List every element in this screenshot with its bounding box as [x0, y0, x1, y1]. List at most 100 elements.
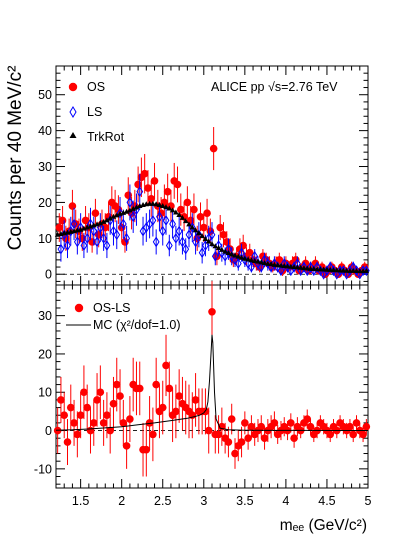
data-point — [248, 261, 255, 273]
data-point — [116, 392, 124, 400]
data-point — [307, 261, 314, 273]
data-point — [83, 403, 91, 412]
data-point — [182, 218, 189, 224]
data-point — [163, 187, 172, 196]
data-point — [58, 216, 67, 225]
data-point — [182, 243, 190, 255]
data-point — [198, 247, 206, 259]
x-tick-label: 2 — [118, 494, 125, 508]
series-os-ls — [53, 281, 371, 477]
data-point — [241, 419, 249, 427]
data-point — [172, 407, 180, 416]
data-point — [113, 212, 120, 218]
data-point — [219, 246, 225, 252]
data-point — [153, 201, 159, 207]
data-point — [248, 257, 255, 263]
data-point — [93, 236, 101, 248]
data-point — [242, 255, 248, 261]
data-point — [172, 232, 180, 244]
x-tick-label: 3.5 — [236, 494, 253, 508]
legend-ls-marker — [69, 106, 77, 118]
legend-osls-label: OS-LS — [93, 301, 131, 315]
data-point — [363, 268, 370, 274]
data-point — [145, 419, 154, 427]
data-point — [196, 212, 205, 221]
data-point — [237, 438, 246, 446]
data-point — [255, 258, 261, 264]
data-point — [191, 396, 200, 404]
data-point — [81, 216, 90, 225]
data-point — [103, 240, 111, 251]
x-tick-label: 5 — [365, 494, 372, 508]
data-point — [83, 232, 91, 244]
data-point — [103, 411, 111, 420]
legend-trkrot-marker — [69, 132, 77, 138]
data-point — [106, 214, 114, 226]
mc-curve — [55, 334, 368, 431]
data-point — [208, 308, 216, 316]
legend-os-marker — [68, 82, 78, 92]
data-point — [234, 258, 242, 269]
data-point — [258, 259, 265, 265]
data-point — [142, 445, 151, 454]
data-point — [165, 240, 173, 251]
data-point — [60, 411, 69, 420]
data-point — [214, 430, 223, 439]
data-point — [67, 225, 75, 237]
data-point — [76, 411, 85, 420]
data-point — [55, 223, 64, 232]
data-point — [225, 250, 232, 256]
data-point — [165, 384, 174, 393]
y-tick-label: 10 — [38, 386, 52, 400]
y-tick-label: 20 — [38, 347, 52, 361]
x-tick-label: 1.5 — [72, 494, 89, 508]
data-point — [224, 438, 233, 446]
data-point — [202, 236, 209, 242]
data-point — [228, 251, 235, 257]
data-point — [183, 198, 192, 207]
data-point — [192, 236, 199, 248]
data-point — [175, 225, 183, 237]
data-point — [179, 214, 186, 220]
data-point — [202, 240, 209, 251]
data-point — [127, 207, 133, 213]
data-point — [219, 230, 228, 239]
data-point — [134, 180, 142, 189]
data-point — [257, 422, 266, 431]
y-tick-label: -10 — [34, 462, 52, 476]
data-point — [90, 225, 98, 237]
data-point — [264, 258, 272, 269]
legend-os-label: OS — [87, 80, 105, 94]
data-point — [133, 204, 140, 210]
legend-osls-marker — [74, 303, 84, 313]
top-legend: OS LS TrkRot — [68, 80, 125, 144]
data-point — [119, 218, 127, 230]
data-point — [290, 434, 298, 443]
data-point — [232, 252, 238, 258]
data-point — [89, 419, 98, 427]
data-point — [346, 422, 354, 431]
y-tick-label: 30 — [38, 309, 52, 323]
data-point — [68, 202, 77, 210]
data-point — [175, 392, 183, 400]
data-point — [192, 227, 199, 233]
data-point — [135, 384, 144, 393]
data-point — [144, 184, 152, 192]
data-point — [209, 144, 218, 153]
data-point — [271, 258, 278, 269]
x-tick-label: 2.5 — [154, 494, 171, 508]
x-axis-label: mₑₑ (GeV/c²) — [280, 517, 367, 534]
data-point — [96, 388, 105, 397]
data-point — [270, 419, 279, 427]
data-point — [186, 221, 192, 227]
data-point — [212, 243, 219, 249]
data-point — [156, 201, 163, 207]
data-point — [222, 238, 231, 246]
data-point — [159, 225, 167, 237]
data-point — [268, 261, 274, 267]
data-point — [244, 434, 252, 443]
data-point — [173, 209, 179, 215]
data-point — [353, 265, 360, 277]
data-point — [339, 265, 347, 277]
